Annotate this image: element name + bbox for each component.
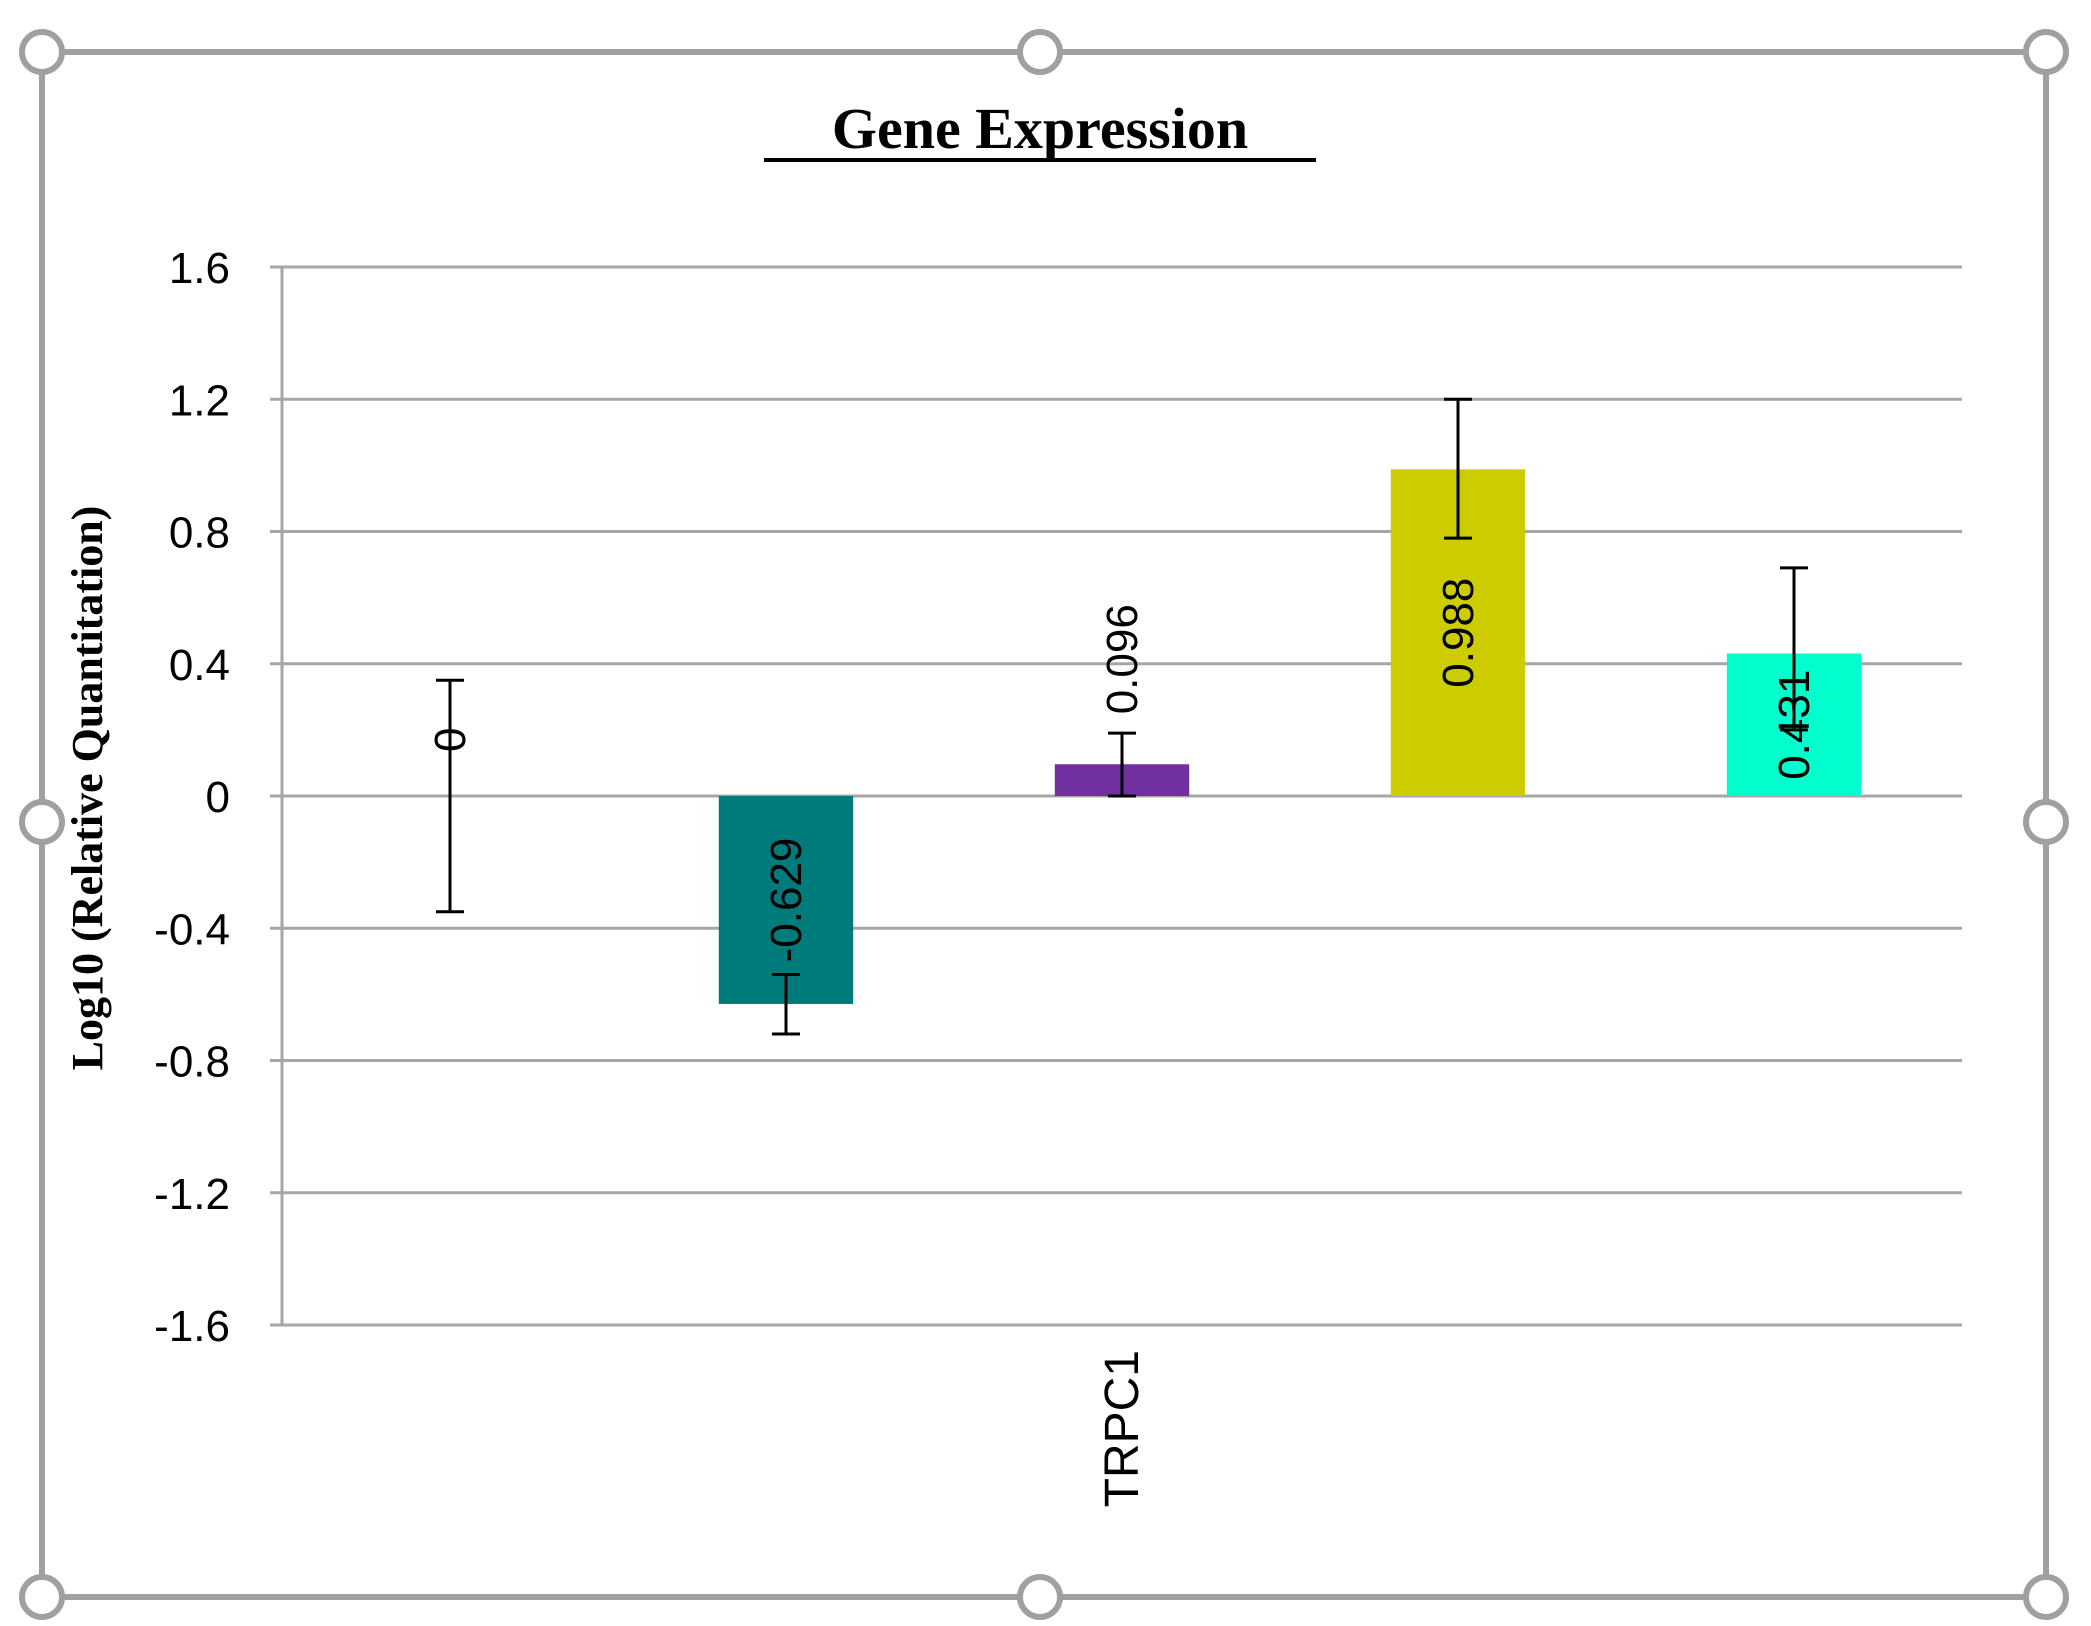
y-tick-label: 0.8 [169, 509, 230, 558]
resize-handle-middle-left[interactable] [19, 799, 65, 845]
data-label: 0.431 [1770, 670, 1819, 780]
chart-title: Gene Expression [832, 96, 1248, 161]
y-tick-label: -0.8 [154, 1038, 230, 1087]
resize-handle-top-right[interactable] [2023, 29, 2069, 75]
data-label: 0.096 [1098, 604, 1147, 714]
category-label: TRPC1 [1096, 1350, 1149, 1507]
data-label: 0 [426, 728, 475, 752]
bars [718, 469, 1862, 1004]
bar [718, 796, 854, 1004]
y-tick-label: -0.4 [154, 905, 230, 954]
y-axis-label: Log10 (Relative Quantitation) [63, 506, 112, 1071]
data-label: 0.988 [1434, 578, 1483, 688]
y-tick-label: 1.2 [169, 376, 230, 425]
data-label: -0.629 [762, 838, 811, 963]
resize-handle-bottom-left[interactable] [19, 1574, 65, 1620]
y-tick-label: -1.2 [154, 1170, 230, 1219]
y-tick-label: -1.6 [154, 1302, 230, 1351]
resize-handle-bottom-center[interactable] [1017, 1574, 1063, 1620]
y-tick-label: 1.6 [169, 244, 230, 293]
error-bars [436, 397, 1808, 1036]
resize-handle-top-center[interactable] [1017, 29, 1063, 75]
y-tick-label: 0.4 [169, 641, 230, 690]
y-axis-ticks: 1.6 1.2 0.8 0.4 0 -0.4 -0.8 -1.2 -1.6 [154, 244, 230, 1351]
selection-border [39, 49, 2049, 1600]
data-labels: 0 -0.629 0.096 0.988 0.431 [426, 578, 1819, 963]
resize-handle-top-left[interactable] [19, 29, 65, 75]
resize-handle-middle-right[interactable] [2023, 799, 2069, 845]
resize-handle-bottom-right[interactable] [2023, 1574, 2069, 1620]
y-tick-label: 0 [206, 773, 230, 822]
